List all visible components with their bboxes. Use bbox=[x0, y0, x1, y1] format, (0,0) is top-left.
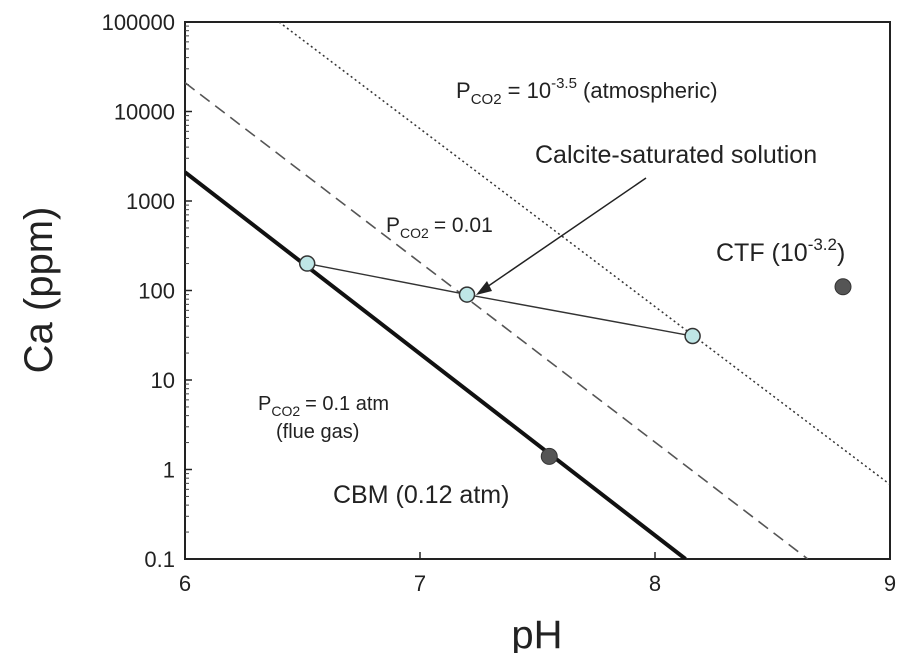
y-tick-label: 1000 bbox=[126, 189, 175, 214]
annotation-pco2-0.1: PCO2 = 0.1 atm bbox=[258, 393, 389, 419]
x-tick-label: 8 bbox=[649, 571, 661, 596]
y-tick-label: 0.1 bbox=[144, 547, 175, 572]
x-axis-title: pH bbox=[511, 613, 562, 653]
calcite-marker bbox=[458, 286, 476, 303]
annotation-calcite: Calcite-saturated solution bbox=[535, 141, 817, 169]
x-tick-label: 9 bbox=[884, 571, 896, 596]
calcite-marker bbox=[298, 255, 316, 272]
y-tick-label: 100 bbox=[138, 279, 175, 304]
calcite-arrow-shaft bbox=[483, 177, 647, 290]
sample-point bbox=[540, 447, 558, 465]
series-line-pco2-0.1 bbox=[185, 170, 687, 559]
series-line-calcite-saturated bbox=[307, 262, 693, 337]
y-axis-title: Ca (ppm) bbox=[17, 207, 61, 374]
annotation-flue-gas: (flue gas) bbox=[276, 421, 359, 443]
annotation-pco2-0.01: PCO2 = 0.01 bbox=[386, 214, 493, 241]
x-tick-label: 7 bbox=[414, 571, 426, 596]
annotation-cbm: CBM (0.12 atm) bbox=[333, 481, 509, 509]
y-tick-label: 10000 bbox=[114, 100, 175, 125]
series-line-pco2-0.01 bbox=[185, 82, 809, 559]
annotation-ctf: CTF (10-3.2) bbox=[716, 235, 845, 267]
calcite-arrow-head bbox=[476, 281, 492, 295]
y-tick-label: 1 bbox=[163, 458, 175, 483]
y-tick-label: 100000 bbox=[102, 10, 175, 35]
sample-points bbox=[540, 278, 852, 465]
x-tick-label: 6 bbox=[179, 571, 191, 596]
calcite-marker bbox=[684, 327, 701, 345]
calcite-markers bbox=[298, 255, 701, 345]
sample-point bbox=[834, 278, 852, 296]
y-axis: 0.1 1 10 100 1000 10000 100000 bbox=[102, 10, 192, 572]
y-tick-label: 10 bbox=[151, 368, 175, 393]
annotation-atmospheric: PCO2 = 10-3.5 (atmospheric) bbox=[456, 75, 718, 108]
x-axis: 6 7 8 9 bbox=[179, 552, 896, 596]
